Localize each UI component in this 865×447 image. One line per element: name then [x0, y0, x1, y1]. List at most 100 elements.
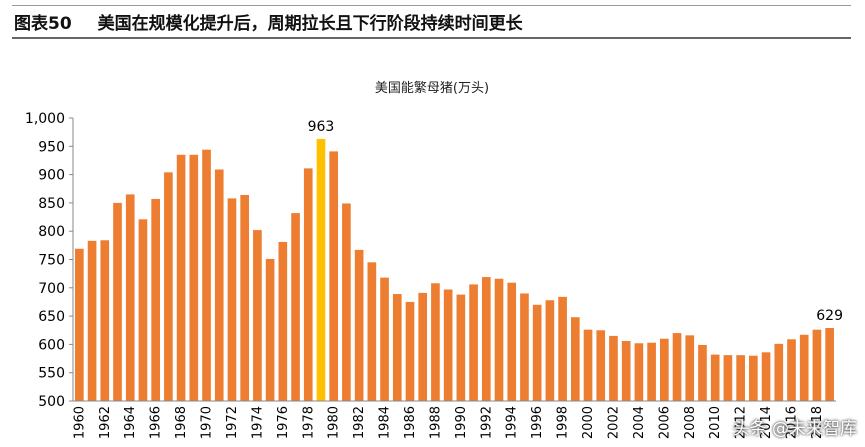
x-tick-label: 1982 — [352, 406, 367, 439]
x-tick-label: 1980 — [327, 406, 342, 439]
bar — [392, 294, 402, 401]
bar — [774, 343, 784, 401]
x-tick-label: 1974 — [250, 406, 265, 439]
bar — [685, 335, 695, 401]
bar — [443, 289, 453, 401]
x-tick-label: 1998 — [556, 406, 571, 439]
header-rule — [12, 37, 851, 39]
y-tick-label: 1,000 — [25, 111, 65, 127]
bar — [520, 293, 529, 401]
x-tick-label: 2018 — [810, 406, 825, 439]
bar — [723, 355, 733, 401]
figure-title: 美国在规模化提升后，周期拉长且下行阶段持续时间更长 — [97, 14, 523, 34]
y-tick-label: 900 — [38, 168, 65, 184]
bars — [75, 138, 834, 401]
bar — [138, 219, 148, 401]
x-tick-label: 1968 — [174, 406, 189, 439]
bar — [583, 329, 593, 401]
x-tick-label: 1996 — [530, 406, 545, 439]
bar — [354, 249, 364, 401]
bar — [151, 198, 160, 401]
x-tick-label: 1984 — [378, 406, 393, 439]
y-tick-label: 550 — [38, 366, 65, 382]
bar — [367, 262, 377, 401]
watermark: 头条 @未来智库 — [732, 419, 857, 439]
x-tick-label: 1986 — [403, 406, 418, 439]
bar — [87, 240, 97, 401]
bar — [660, 338, 669, 401]
y-tick-label: 800 — [38, 224, 65, 240]
bar — [710, 354, 720, 401]
chart-title: 美国能繁母猪(万头) — [375, 80, 489, 96]
bar — [431, 283, 440, 401]
x-tick-label: 1972 — [225, 406, 240, 439]
bar — [75, 248, 84, 401]
x-tick-label: 1988 — [428, 406, 443, 439]
bar — [100, 240, 110, 401]
x-tick-label: 1978 — [301, 406, 316, 439]
x-tick-label: 1976 — [276, 406, 291, 439]
y-axis: 500 550 600 650 700 750 800 850 900 950 1,000 — [25, 111, 74, 410]
x-tick-label: 1990 — [454, 406, 469, 439]
bar — [672, 333, 682, 401]
y-tick-label: 850 — [38, 196, 65, 212]
bar — [812, 329, 822, 401]
bar — [634, 343, 644, 401]
x-tick-label: 1960 — [72, 406, 87, 439]
bar-highlight — [316, 138, 326, 401]
x-tick-label: 1994 — [505, 406, 520, 439]
bar — [405, 301, 415, 401]
x-tick-label: 1970 — [200, 406, 215, 439]
figure-number: 图表50 — [14, 14, 72, 34]
bar — [456, 294, 466, 401]
x-tick-label: 2000 — [581, 406, 596, 439]
bar — [761, 352, 771, 401]
bar — [253, 230, 262, 401]
bar — [125, 194, 135, 401]
bar — [596, 330, 606, 401]
bar — [291, 213, 300, 401]
bar — [240, 194, 249, 401]
y-tick-label: 650 — [38, 309, 65, 325]
bar — [609, 335, 618, 401]
bar — [329, 151, 339, 401]
bar — [570, 317, 580, 401]
bar — [698, 344, 707, 401]
bar — [545, 300, 555, 401]
y-tick-label: 600 — [38, 337, 65, 353]
bar — [532, 304, 542, 401]
x-tick-label: 2012 — [734, 406, 749, 439]
x-tick-label: 2014 — [759, 406, 774, 439]
x-tick-label: 2016 — [784, 406, 799, 439]
figure-header: 图表50 美国在规模化提升后，周期拉长且下行阶段持续时间更长 — [0, 0, 865, 39]
bar — [227, 198, 237, 401]
x-tick-label: 1964 — [123, 406, 138, 439]
y-tick-label: 700 — [38, 281, 65, 297]
x-tick-label: 2002 — [606, 406, 621, 439]
data-label: 629 — [816, 308, 843, 324]
y-tick-label: 750 — [38, 253, 65, 269]
y-tick-label: 950 — [38, 139, 65, 155]
x-tick-label: 2004 — [632, 406, 647, 439]
x-tick-label: 2010 — [708, 406, 723, 439]
figure-heading: 图表50 美国在规模化提升后，周期拉长且下行阶段持续时间更长 — [14, 9, 523, 34]
x-tick-label: 1992 — [479, 406, 494, 439]
data-labels: 963 629 — [308, 119, 843, 324]
bar — [214, 169, 224, 401]
x-tick-label: 1966 — [149, 406, 164, 439]
header-top-rule — [12, 5, 851, 6]
bar — [418, 292, 428, 401]
bar — [113, 202, 122, 401]
bar — [469, 284, 478, 401]
x-tick-label: 2006 — [657, 406, 672, 439]
bar — [380, 277, 389, 401]
x-tick-label: 2008 — [683, 406, 698, 439]
bar — [164, 172, 173, 401]
bar — [265, 258, 275, 401]
bar — [481, 277, 491, 401]
bar — [278, 241, 288, 401]
y-tick-label: 500 — [38, 394, 65, 410]
bar — [736, 355, 745, 401]
bar — [342, 203, 351, 401]
bar — [303, 168, 313, 401]
